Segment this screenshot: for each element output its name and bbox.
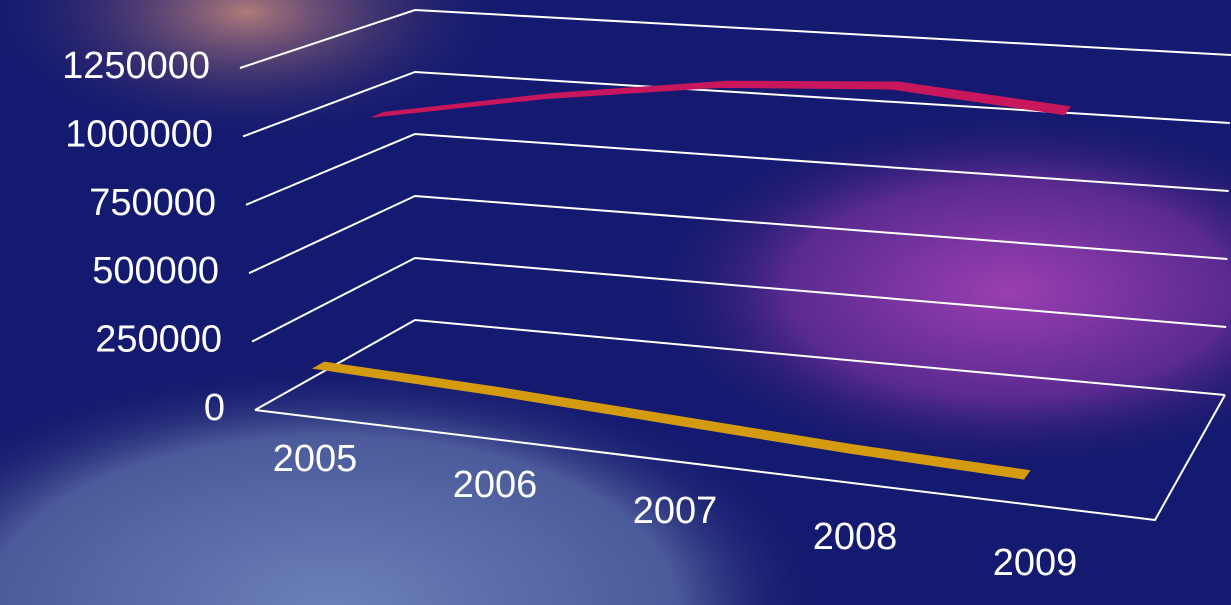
- y-tick-label: 0: [204, 387, 225, 429]
- y-tick-label: 500000: [92, 250, 219, 292]
- y-tick-label: 1000000: [65, 113, 213, 155]
- x-tick-label: 2009: [993, 542, 1078, 584]
- x-tick-label: 2007: [633, 490, 718, 532]
- x-tick-label: 2008: [813, 516, 898, 558]
- grid-line: [242, 70, 1230, 138]
- grid-line: [248, 194, 1228, 275]
- x-tick-label: 2005: [273, 438, 358, 480]
- y-tick-label: 1250000: [62, 45, 210, 87]
- x-tick-label: 2006: [453, 464, 538, 506]
- grid-line: [245, 132, 1229, 206]
- y-tick-label: 250000: [95, 319, 222, 361]
- grid-line: [239, 8, 1231, 69]
- grid-line: [251, 256, 1227, 343]
- grid-line: [254, 318, 1226, 411]
- series-ribbon: [311, 361, 1031, 480]
- series-ribbon: [372, 80, 1071, 118]
- floor-edge: [254, 394, 1226, 522]
- y-tick-label: 750000: [89, 182, 216, 224]
